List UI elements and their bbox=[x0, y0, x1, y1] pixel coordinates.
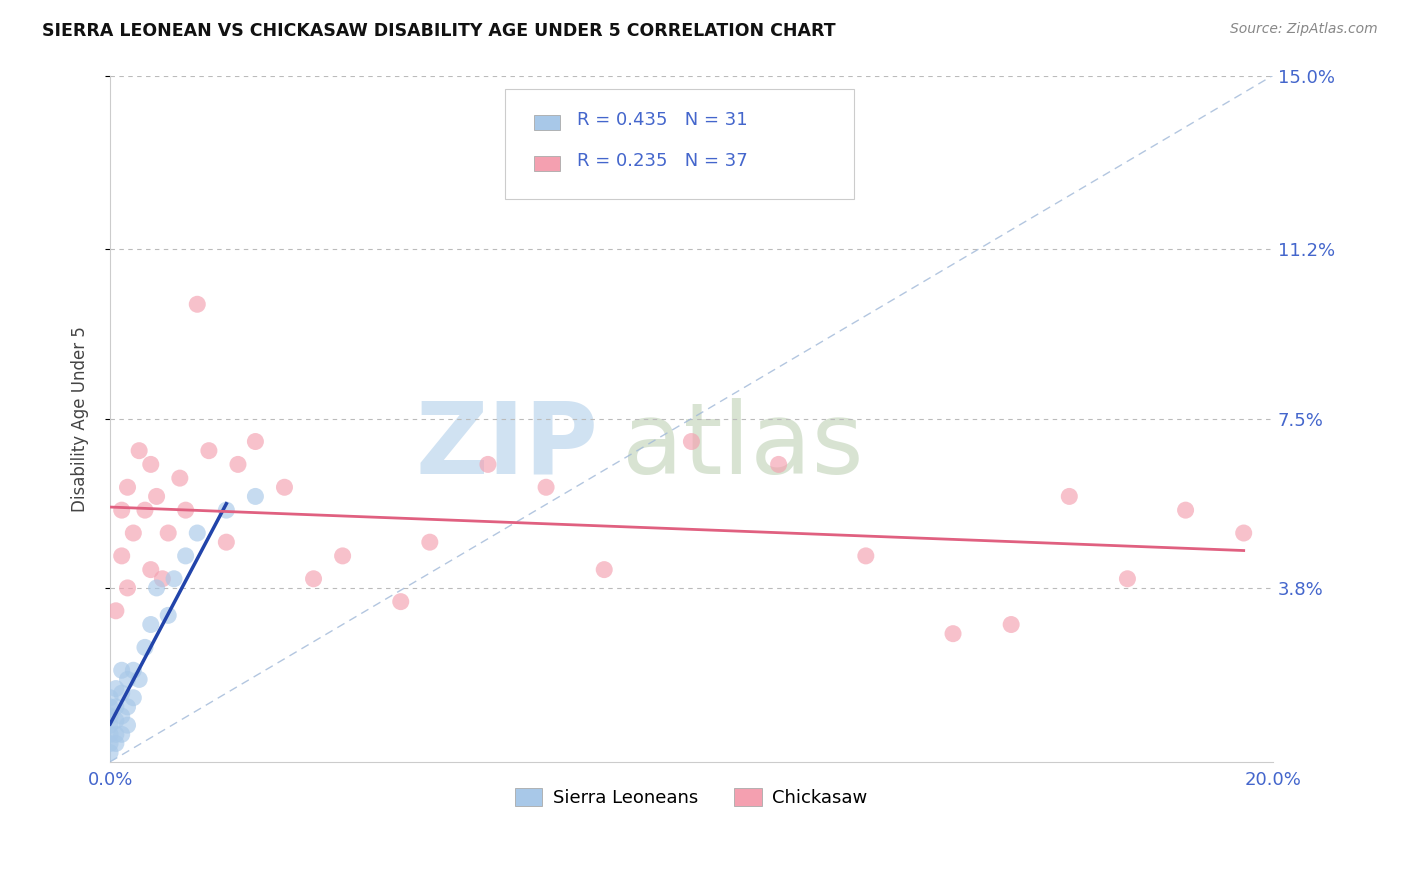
Y-axis label: Disability Age Under 5: Disability Age Under 5 bbox=[72, 326, 89, 512]
Point bbox=[593, 563, 616, 577]
Point bbox=[157, 608, 180, 623]
Point bbox=[942, 626, 965, 640]
Point bbox=[139, 458, 162, 472]
Point bbox=[174, 549, 197, 563]
Point bbox=[134, 503, 156, 517]
Point bbox=[186, 297, 208, 311]
Point bbox=[104, 714, 127, 728]
Point bbox=[98, 736, 121, 750]
Point bbox=[145, 581, 167, 595]
Point bbox=[169, 471, 191, 485]
Point bbox=[245, 434, 267, 449]
Point bbox=[117, 718, 139, 732]
Point bbox=[98, 746, 121, 760]
Point bbox=[139, 563, 162, 577]
Text: R = 0.235   N = 37: R = 0.235 N = 37 bbox=[578, 153, 748, 170]
Point bbox=[152, 572, 174, 586]
Point bbox=[1174, 503, 1197, 517]
Point bbox=[111, 727, 134, 741]
Point bbox=[111, 549, 134, 563]
Point bbox=[111, 686, 134, 700]
Point bbox=[111, 709, 134, 723]
Point bbox=[1059, 490, 1081, 504]
Point bbox=[104, 604, 127, 618]
Point bbox=[174, 503, 197, 517]
Point bbox=[111, 663, 134, 677]
Point bbox=[163, 572, 186, 586]
Point bbox=[1116, 572, 1139, 586]
Point bbox=[157, 526, 180, 541]
Point bbox=[98, 727, 121, 741]
Text: SIERRA LEONEAN VS CHICKASAW DISABILITY AGE UNDER 5 CORRELATION CHART: SIERRA LEONEAN VS CHICKASAW DISABILITY A… bbox=[42, 22, 835, 40]
Point bbox=[117, 673, 139, 687]
Point bbox=[215, 535, 238, 549]
Point bbox=[302, 572, 325, 586]
Point bbox=[186, 526, 208, 541]
Point bbox=[128, 443, 150, 458]
Point bbox=[104, 736, 127, 750]
Point bbox=[245, 490, 267, 504]
Point bbox=[117, 480, 139, 494]
Point bbox=[98, 709, 121, 723]
Point bbox=[215, 503, 238, 517]
Point bbox=[139, 617, 162, 632]
Point bbox=[198, 443, 221, 458]
Point bbox=[534, 480, 557, 494]
Point bbox=[117, 581, 139, 595]
Point bbox=[332, 549, 354, 563]
Point bbox=[104, 681, 127, 696]
Text: R = 0.435   N = 31: R = 0.435 N = 31 bbox=[578, 112, 748, 129]
Point bbox=[419, 535, 441, 549]
Text: Source: ZipAtlas.com: Source: ZipAtlas.com bbox=[1230, 22, 1378, 37]
Point bbox=[122, 663, 145, 677]
Point bbox=[98, 690, 121, 705]
Point bbox=[128, 673, 150, 687]
Point bbox=[768, 458, 790, 472]
Point bbox=[855, 549, 877, 563]
FancyBboxPatch shape bbox=[534, 115, 560, 129]
Point bbox=[122, 690, 145, 705]
Point bbox=[145, 490, 167, 504]
Point bbox=[273, 480, 295, 494]
Point bbox=[117, 699, 139, 714]
Point bbox=[104, 699, 127, 714]
Point bbox=[134, 640, 156, 655]
Point bbox=[681, 434, 703, 449]
Point bbox=[477, 458, 499, 472]
FancyBboxPatch shape bbox=[505, 89, 855, 199]
Text: atlas: atlas bbox=[621, 398, 863, 494]
Text: ZIP: ZIP bbox=[416, 398, 599, 494]
Point bbox=[1233, 526, 1256, 541]
Point bbox=[98, 718, 121, 732]
Legend: Sierra Leoneans, Chickasaw: Sierra Leoneans, Chickasaw bbox=[508, 781, 875, 814]
Point bbox=[389, 594, 412, 608]
FancyBboxPatch shape bbox=[534, 156, 560, 171]
Point bbox=[111, 503, 134, 517]
Point bbox=[226, 458, 249, 472]
Point bbox=[122, 526, 145, 541]
Point bbox=[1000, 617, 1022, 632]
Point bbox=[104, 727, 127, 741]
Point bbox=[98, 699, 121, 714]
